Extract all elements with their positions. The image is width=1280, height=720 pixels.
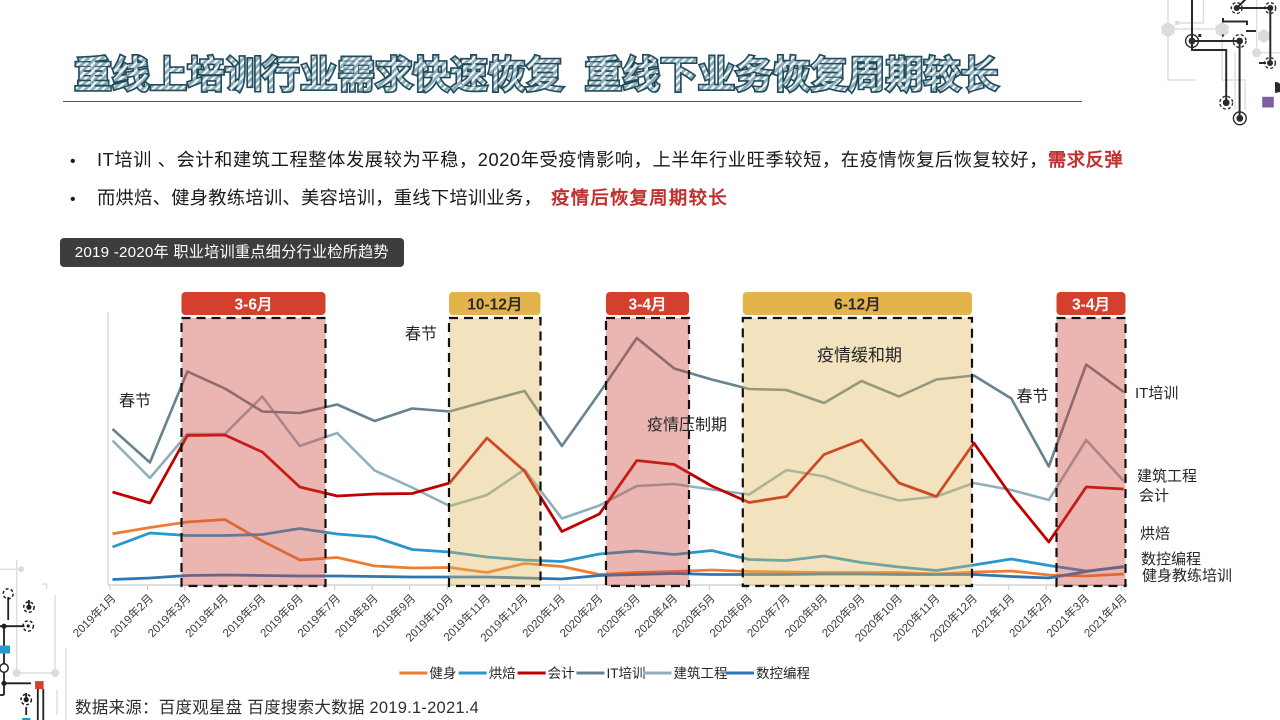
svg-text:6-12月: 6-12月 (834, 296, 881, 314)
svg-text:重线上培训行业需求快速恢复 重线下业务恢复周期较长: 重线上培训行业需求快速恢复 重线下业务恢复周期较长 (75, 55, 999, 96)
svg-text:3-6月: 3-6月 (235, 296, 273, 314)
svg-text:10-12月: 10-12月 (467, 296, 522, 314)
svg-text:春节: 春节 (119, 392, 151, 410)
svg-text:数控编程: 数控编程 (756, 666, 810, 681)
svg-text:建筑工程: 建筑工程 (1137, 468, 1197, 485)
svg-text:烘焙: 烘焙 (1140, 526, 1170, 543)
svg-text:IT培训: IT培训 (607, 666, 646, 681)
svg-text:3-4月: 3-4月 (1072, 296, 1110, 314)
svg-text:会计: 会计 (548, 666, 575, 681)
svg-text:烘焙: 烘焙 (489, 666, 516, 681)
svg-text:3-4月: 3-4月 (629, 296, 667, 314)
svg-text:健身教练培训: 健身教练培训 (1142, 568, 1232, 585)
svg-text:建筑工程: 建筑工程 (674, 666, 728, 681)
svg-text:春节: 春节 (1016, 388, 1048, 406)
svg-text:IT培训: IT培训 (1135, 385, 1178, 402)
svg-text:春节: 春节 (405, 325, 437, 343)
svg-text:疫情压制期: 疫情压制期 (647, 416, 727, 434)
svg-text:会计: 会计 (1139, 488, 1169, 505)
svg-text:重线上培训行业需求快速恢复 重线下业务恢复周期较长: 重线上培训行业需求快速恢复 重线下业务恢复周期较长 (75, 55, 999, 96)
svg-text:健身: 健身 (429, 666, 456, 681)
svg-text:疫情缓和期: 疫情缓和期 (817, 346, 902, 365)
svg-text:数控编程: 数控编程 (1141, 551, 1201, 568)
